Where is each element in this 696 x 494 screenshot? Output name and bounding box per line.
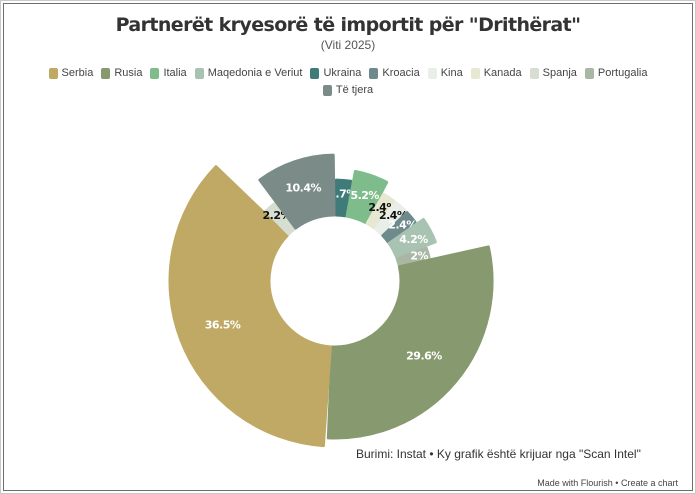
slice-value-label: 2% [410,249,428,262]
donut-slice[interactable] [258,153,336,230]
source-note: Burimi: Instat • Ky grafik është krijuar… [356,447,641,461]
legend-label: Italia [163,67,187,79]
legend-swatch [529,67,539,79]
donut-slice[interactable] [365,192,396,230]
donut-slice[interactable] [334,178,353,218]
legend-item[interactable]: Kina [427,66,463,80]
donut-slice[interactable] [264,202,296,236]
legend-label: Rusia [114,67,143,79]
legend-label: Kroacia [382,67,420,79]
slice-value-label: 10.4% [285,181,321,194]
legend-swatch [470,67,480,79]
slice-value-label: 5.2% [350,189,379,202]
chart-subtitle: (Viti 2025) [320,38,376,52]
donut-slice[interactable] [168,165,332,448]
legend-label: Kina [440,67,463,79]
donut-slice[interactable] [326,245,494,440]
chart-frame-inner [3,3,693,491]
legend-swatch [310,67,320,79]
legend-swatch [369,67,379,79]
slice-value-label: 36.5% [205,318,241,331]
chart-title: Partnerët kryesorë të importit për "Drit… [115,14,581,36]
chart-legend: Serbia Rusia Italia Maqedonia e Veriut Ukrai… [42,66,654,97]
legend-item[interactable]: Kroacia [369,66,420,80]
legend-item[interactable]: Ukraina [310,66,361,80]
legend-item[interactable]: Kanada [470,66,522,80]
legend-swatch [150,67,160,79]
flourish-credit[interactable]: Made with Flourish • Create a chart [537,478,678,488]
legend-swatch [48,67,58,79]
legend-label: Portugalia [597,67,648,79]
donut-slice[interactable] [345,169,389,225]
legend-swatch [584,67,594,79]
legend-swatch [427,67,437,79]
donut-slice[interactable] [374,201,407,236]
legend-swatch [194,67,204,79]
legend-item[interactable]: Portugalia [584,66,648,80]
donut-slice[interactable] [387,217,437,259]
legend-item[interactable]: Spanja [529,66,577,80]
legend-item[interactable]: Të tjera [322,83,374,97]
legend-item[interactable]: Rusia [101,66,142,80]
slice-value-label: 29.6% [406,350,442,363]
donut-slice[interactable] [381,211,417,244]
legend-swatch [101,67,111,79]
slice-value-label: 4.2% [399,233,428,246]
legend-item[interactable]: Maqedonia e Veriut [194,66,303,80]
legend-label: Spanja [542,67,577,79]
legend-label: Maqedonia e Veriut [207,67,303,79]
legend-label: Kanada [483,67,522,79]
legend-item[interactable]: Italia [150,66,187,80]
donut-slice[interactable] [395,246,431,267]
legend-label: Të tjera [335,84,374,96]
legend-label: Serbia [61,67,94,79]
legend-item[interactable]: Serbia [48,66,94,80]
legend-swatch [322,84,332,96]
legend-label: Ukraina [323,67,362,79]
